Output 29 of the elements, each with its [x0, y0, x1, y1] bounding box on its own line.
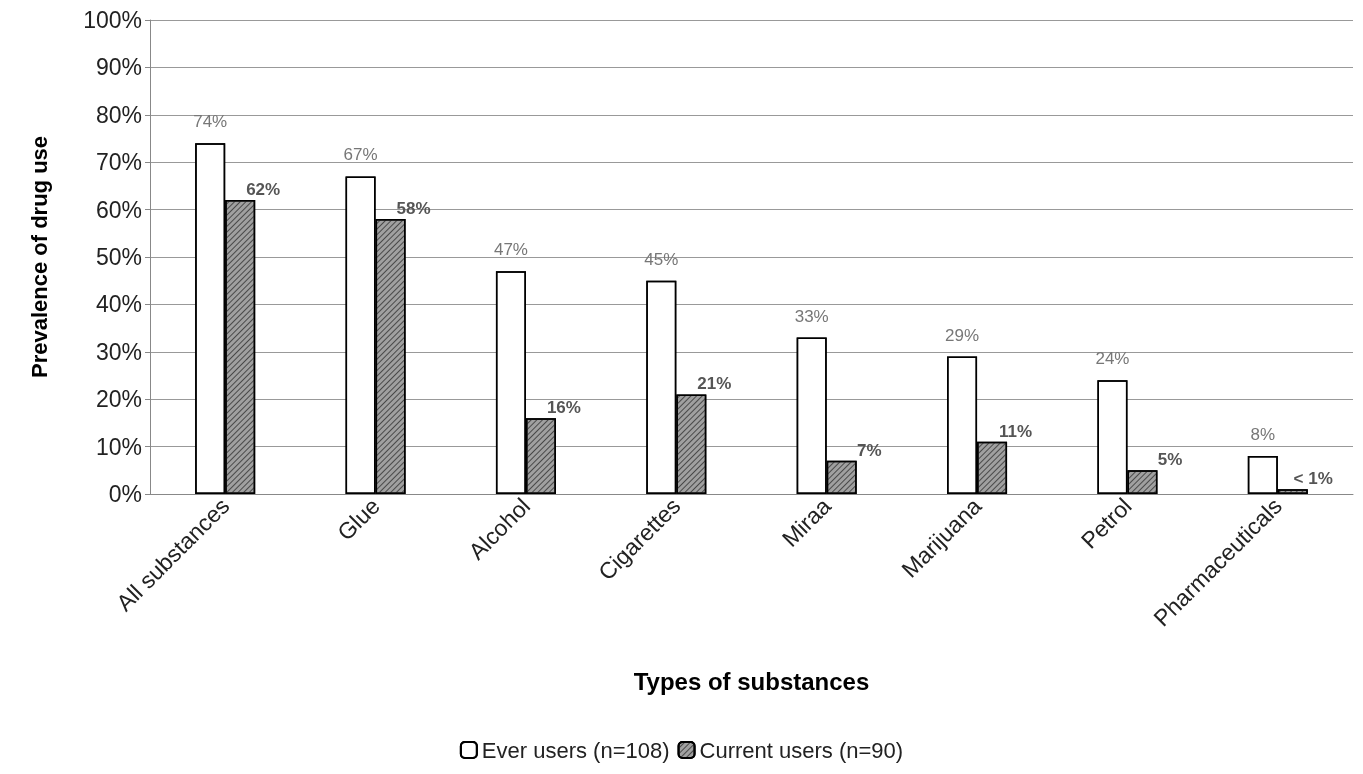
data-label: 24%	[1095, 349, 1130, 369]
y-tick-label: 80%	[95, 101, 142, 128]
y-tick-label: 50%	[95, 244, 142, 270]
y-tick-label: 70%	[95, 149, 142, 176]
data-label: 16%	[546, 398, 581, 418]
data-label: 33%	[794, 306, 829, 326]
data-label: 67%	[343, 145, 378, 165]
legend-label: Current users (n=90)	[699, 737, 904, 763]
x-axis-title: Types of substances	[633, 667, 870, 695]
data-label: 29%	[945, 325, 980, 345]
y-tick-label: 40%	[95, 291, 142, 318]
y-tick-label: 20%	[95, 386, 142, 413]
legend-label: Ever users (n=108)	[481, 737, 670, 763]
data-label: 8%	[1250, 425, 1276, 445]
y-tick-label: 0%	[108, 481, 142, 507]
x-tick-label: Glue	[332, 492, 385, 546]
y-tick-label: 30%	[95, 338, 142, 365]
y-tick-label: 10%	[95, 433, 142, 460]
data-label: 74%	[193, 112, 228, 132]
data-label: 5%	[1157, 450, 1183, 470]
data-label: 47%	[493, 240, 528, 260]
data-label: 21%	[697, 374, 732, 394]
data-label: < 1%	[1293, 469, 1333, 489]
y-tick-label: 90%	[95, 54, 142, 81]
y-tick-label: 100%	[83, 7, 142, 33]
data-label: 62%	[246, 180, 281, 200]
data-label: 11%	[998, 421, 1033, 441]
y-axis-title: Prevalence of drug use	[26, 135, 52, 379]
y-tick-label: 60%	[95, 196, 142, 223]
